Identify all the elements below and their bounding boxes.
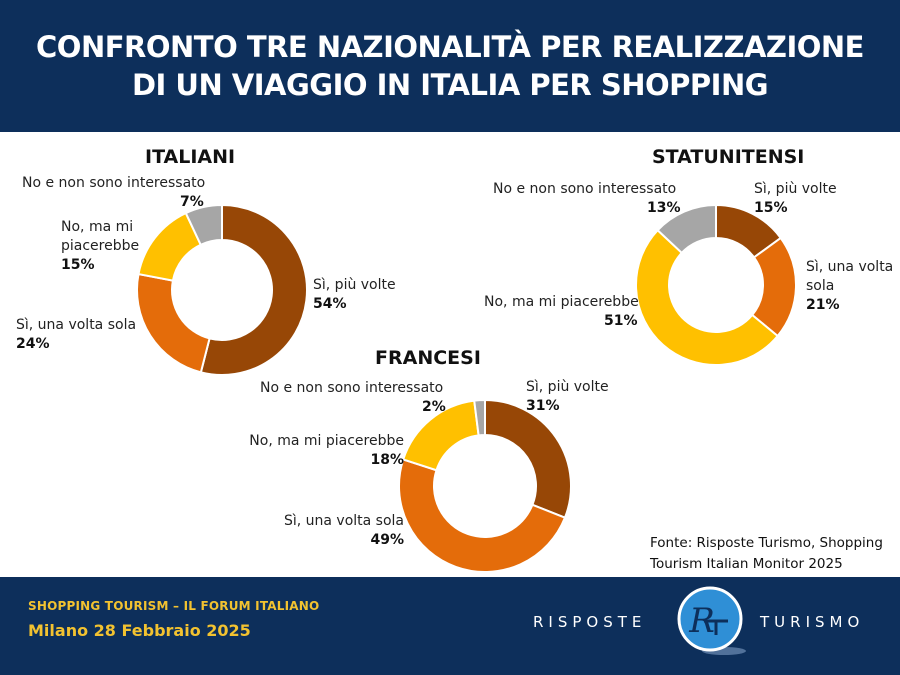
logo-icon: R	[677, 586, 746, 655]
label-no-interessato: No e non sono interessato 2%	[260, 379, 446, 417]
label-percent: 13%	[647, 200, 681, 216]
label-si-piu-volte: Sì, più volte 54%	[313, 276, 396, 314]
label-percent: 49%	[370, 532, 404, 548]
footer-banner: SHOPPING TOURISM – IL FORUM ITALIANO Mil…	[0, 577, 900, 675]
label-category: No, ma mi piacerebbe	[61, 219, 140, 254]
label-no-piacerebbe: No, ma mi piacerebbe 51%	[484, 293, 639, 331]
slice-si-piu-volte	[199, 203, 308, 376]
slice-no-non-interessato	[184, 203, 223, 247]
label-percent: 54%	[313, 296, 347, 312]
label-category: Sì, una volta sola	[16, 317, 137, 333]
label-percent: 18%	[370, 452, 404, 468]
label-si-piu-volte: Sì, più volte 31%	[526, 378, 609, 416]
slice-no-non-interessato	[656, 203, 717, 255]
header-banner: CONFRONTO TRE NAZIONALITÀ PER REALIZZAZI…	[0, 0, 900, 132]
slice-no-non-interessato	[473, 398, 486, 437]
label-percent: 15%	[61, 257, 95, 273]
label-percent: 7%	[180, 194, 204, 210]
label-si-piu-volte: Sì, più volte 15%	[754, 180, 837, 218]
label-category: Sì, più volte	[313, 277, 396, 293]
label-category: No e non sono interessato	[22, 175, 206, 191]
label-si-una-volta: Sì, una volta sola 21%	[806, 258, 896, 315]
label-percent: 21%	[806, 297, 840, 313]
brand-name-right: TURISMO	[760, 613, 865, 631]
donut-francesi	[398, 398, 572, 573]
label-category: Sì, una volta sola	[806, 259, 894, 294]
chart-title: ITALIANI	[145, 146, 236, 168]
label-percent: 24%	[16, 336, 50, 352]
label-si-una-volta: Sì, una volta sola 49%	[244, 512, 404, 550]
label-no-piacerebbe: No, ma mi piacerebbe 15%	[61, 218, 151, 275]
label-percent: 51%	[604, 313, 638, 329]
chart-title: STATUNITENSI	[652, 146, 805, 168]
slice-si-piu-volte	[484, 398, 572, 519]
label-no-piacerebbe: No, ma mi piacerebbe 18%	[244, 432, 404, 470]
brand-name-left: RISPOSTE	[533, 613, 647, 631]
label-category: Sì, una volta sola	[283, 513, 404, 529]
donut-statunitensi	[635, 203, 797, 366]
event-name: SHOPPING TOURISM – IL FORUM ITALIANO	[28, 599, 320, 613]
chart-title: FRANCESI	[375, 347, 481, 369]
donut-italiani	[136, 203, 308, 376]
event-date: Milano 28 Febbraio 2025	[28, 621, 251, 640]
label-category: No e non sono interessato	[260, 380, 444, 396]
label-si-una-volta: Sì, una volta sola 24%	[16, 316, 136, 354]
slice-si-una-volta-sola	[136, 272, 211, 374]
label-no-interessato: No e non sono interessato 13%	[493, 180, 681, 218]
label-percent: 2%	[422, 399, 446, 415]
label-category: Sì, più volte	[526, 379, 609, 395]
source-note: Fonte: Risposte Turismo, Shopping Touris…	[650, 535, 883, 572]
label-percent: 15%	[754, 200, 788, 216]
label-category: No, ma mi piacerebbe	[484, 294, 639, 310]
page-title: CONFRONTO TRE NAZIONALITÀ PER REALIZZAZI…	[36, 30, 864, 102]
slice-no-ma-mi-piacerebbe	[635, 228, 780, 366]
slice-si-una-volta-sola	[398, 458, 567, 573]
label-category: No, ma mi piacerebbe	[249, 433, 404, 449]
label-category: No e non sono interessato	[493, 181, 677, 197]
label-no-interessato: No e non sono interessato 7%	[22, 174, 205, 212]
label-category: Sì, più volte	[754, 181, 837, 197]
label-percent: 31%	[526, 398, 560, 414]
